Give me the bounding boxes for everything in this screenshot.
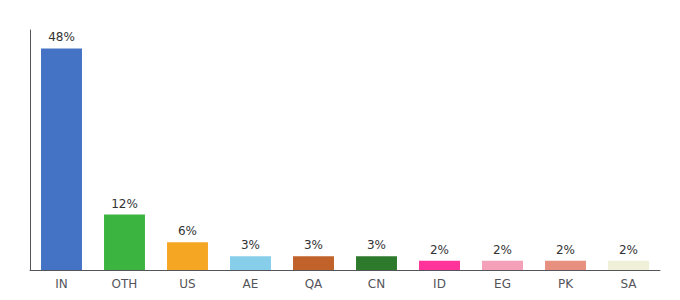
svg-text:PK: PK <box>558 277 574 291</box>
svg-text:US: US <box>179 277 195 291</box>
svg-text:2%: 2% <box>493 243 512 257</box>
svg-text:6%: 6% <box>178 224 197 238</box>
svg-text:EG: EG <box>494 277 511 291</box>
svg-text:3%: 3% <box>304 238 323 252</box>
svg-text:SA: SA <box>620 277 637 291</box>
svg-text:48%: 48% <box>48 30 75 44</box>
svg-text:AE: AE <box>243 277 259 291</box>
svg-text:12%: 12% <box>111 197 138 211</box>
svg-text:3%: 3% <box>367 238 386 252</box>
svg-text:2%: 2% <box>430 243 449 257</box>
svg-text:2%: 2% <box>556 243 575 257</box>
svg-text:ID: ID <box>433 277 446 291</box>
svg-text:QA: QA <box>305 277 323 291</box>
svg-text:3%: 3% <box>241 238 260 252</box>
svg-text:CN: CN <box>368 277 385 291</box>
svg-text:OTH: OTH <box>112 277 138 291</box>
svg-text:IN: IN <box>55 277 68 291</box>
svg-text:2%: 2% <box>619 243 638 257</box>
